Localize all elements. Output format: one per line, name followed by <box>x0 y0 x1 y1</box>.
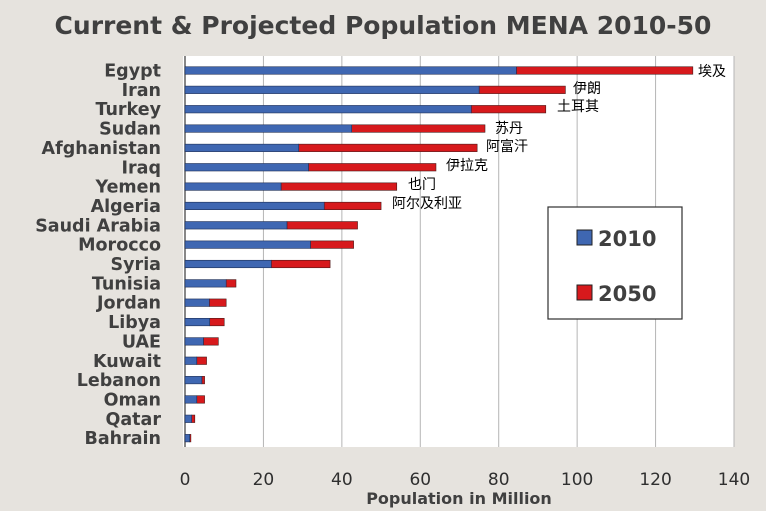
bar-2010 <box>184 298 210 307</box>
category-label: Qatar <box>106 410 162 430</box>
bar-2010 <box>184 240 311 249</box>
bar-2050 <box>470 105 547 114</box>
annotation-label: 阿富汗 <box>486 138 528 155</box>
category-label: Kuwait <box>93 352 161 372</box>
category-labels: EgyptIranTurkeySudanAfghanistanIraqYemen… <box>35 62 161 450</box>
annotation-label: 苏丹 <box>495 121 523 137</box>
bar-2050 <box>209 317 225 327</box>
bar-2050 <box>196 395 205 404</box>
category-label: Syria <box>111 255 161 275</box>
bar-2010 <box>184 434 191 443</box>
category-label: Sudan <box>99 120 161 140</box>
x-tick-label: 140 <box>718 470 750 490</box>
bar-2050 <box>308 163 437 172</box>
bar-2010 <box>184 376 203 385</box>
category-label: Saudi Arabia <box>35 216 161 236</box>
category-label: Oman <box>104 390 161 410</box>
category-label: Afghanistan <box>42 139 161 159</box>
x-axis-label: Population in Million <box>366 489 552 508</box>
bar-2010 <box>184 414 192 423</box>
x-tick-label: 60 <box>409 470 431 490</box>
x-tick-label: 120 <box>639 470 671 490</box>
chart-title: Current & Projected Population MENA 2010… <box>55 11 712 40</box>
bar-2050 <box>310 240 354 249</box>
annotation-label: 阿尔及利亚 <box>392 196 462 212</box>
category-label: Lebanon <box>77 371 161 391</box>
bar-2050 <box>351 124 486 133</box>
legend-label-2010: 2010 <box>598 227 656 251</box>
bar-2010 <box>184 337 204 346</box>
category-label: Jordan <box>96 294 161 314</box>
bar-2050 <box>201 376 205 385</box>
annotation-label: 伊拉克 <box>446 158 488 174</box>
bar-2050 <box>298 143 478 152</box>
bar-2050 <box>280 182 398 191</box>
bar-2010 <box>184 85 480 94</box>
bar-2010 <box>184 124 352 133</box>
x-tick-label: 80 <box>488 470 510 490</box>
legend: 2010 2050 <box>547 206 683 320</box>
x-tick-label: 40 <box>331 470 353 490</box>
bar-2050 <box>270 259 331 269</box>
annotation-label: 伊朗 <box>573 81 601 97</box>
bar-2050 <box>323 201 382 210</box>
bar-2010 <box>184 66 517 75</box>
bar-2010 <box>184 356 198 365</box>
bars <box>184 66 694 443</box>
category-label: UAE <box>122 332 161 352</box>
bar-2050 <box>209 298 227 307</box>
x-tick-label: 20 <box>253 470 275 490</box>
category-label: Algeria <box>91 197 161 217</box>
bar-2050 <box>225 279 237 288</box>
bar-2050 <box>516 66 694 75</box>
category-label: Bahrain <box>84 429 161 449</box>
category-label: Libya <box>108 313 161 333</box>
category-label: Iraq <box>122 158 161 178</box>
bar-2010 <box>184 221 288 230</box>
bar-2010 <box>184 163 309 172</box>
bar-2050 <box>196 356 207 365</box>
category-label: Iran <box>122 81 161 101</box>
bar-2010 <box>184 317 211 327</box>
bar-2010 <box>184 105 472 114</box>
bar-2010 <box>184 395 198 404</box>
bar-2050 <box>203 337 219 346</box>
bar-2050 <box>191 414 196 423</box>
bar-2010 <box>184 259 272 269</box>
legend-swatch-2010 <box>576 229 593 246</box>
annotation-label: 土耳其 <box>557 99 599 115</box>
bar-2050 <box>286 221 358 230</box>
category-label: Yemen <box>95 178 162 198</box>
annotation-label: 埃及 <box>698 64 726 80</box>
x-tick-labels: 0 20 40 60 80 100 120 140 <box>180 470 751 490</box>
bar-2010 <box>184 201 325 210</box>
x-tick-label: 0 <box>180 470 191 490</box>
category-label: Tunisia <box>92 274 161 294</box>
bar-2050 <box>478 85 566 94</box>
bar-2010 <box>184 279 227 288</box>
legend-label-2050: 2050 <box>598 282 656 306</box>
bar-2010 <box>184 143 300 152</box>
legend-swatch-2050 <box>576 284 593 301</box>
legend-box <box>547 206 683 320</box>
category-label: Morocco <box>78 236 161 256</box>
category-label: Egypt <box>104 62 161 82</box>
bar-2010 <box>184 182 282 191</box>
annotation-label: 也门 <box>408 177 436 193</box>
x-tick-label: 100 <box>561 470 593 490</box>
category-label: Turkey <box>95 100 161 120</box>
